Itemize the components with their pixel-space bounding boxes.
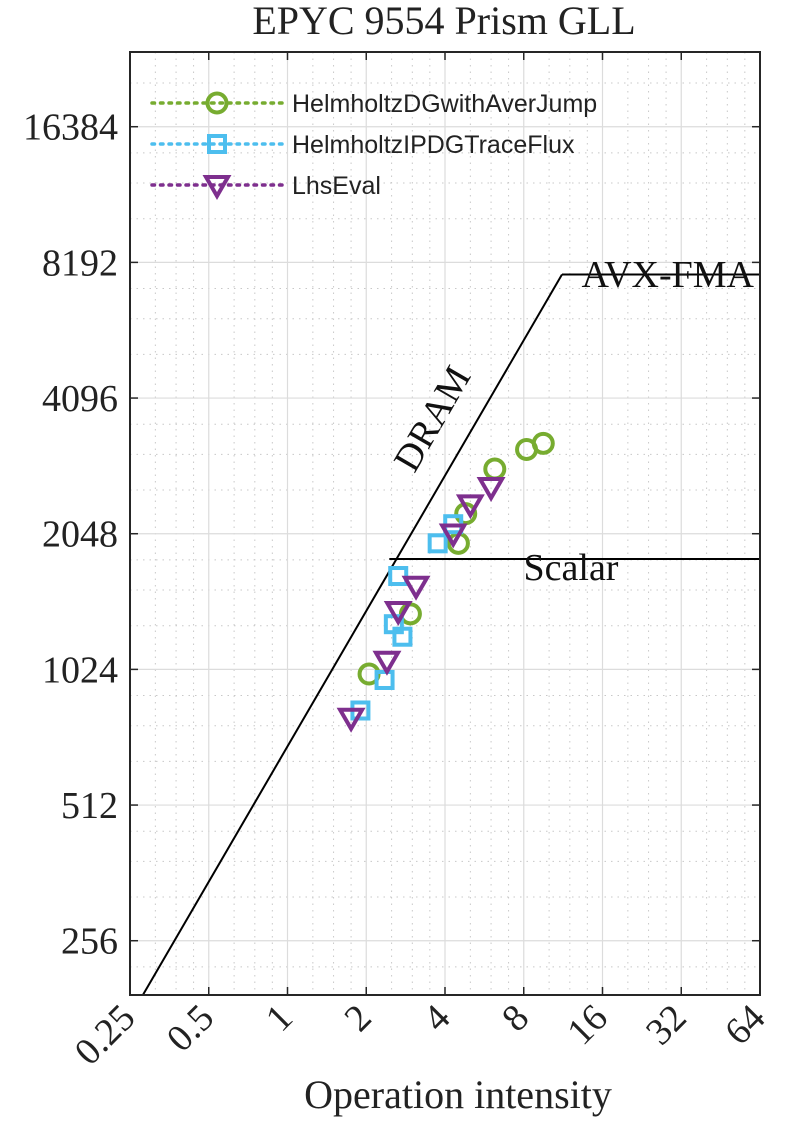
legend-marker-circle (205, 91, 229, 115)
y-tick-label: 4096 (42, 378, 118, 420)
x-axis-label: Operation intensity (304, 1072, 612, 1117)
legend-marker-triangle-down (202, 175, 232, 200)
x-tick-label: 32 (638, 997, 695, 1054)
roofline-dram (142, 274, 563, 996)
y-tick-label: 1024 (42, 649, 118, 691)
x-tick-labels: 0.25 0.5 1 2 4 8 16 32 64 (67, 997, 774, 1074)
point-triangle-down (336, 707, 366, 733)
x-tick-label: 0.25 (67, 997, 144, 1074)
point-square (392, 626, 413, 647)
y-tick-label: 256 (61, 921, 118, 963)
legend-label: HelmholtzDGwithAverJump (292, 90, 597, 118)
legend-label: HelmholtzIPDGTraceFlux (292, 131, 575, 159)
y-tick-label: 16384 (23, 107, 118, 149)
y-tick-label: 512 (61, 785, 118, 827)
plot-frame (129, 51, 761, 996)
point-circle (483, 457, 507, 481)
chart-title: EPYC 9554 Prism GLL (252, 0, 635, 43)
rooflines (142, 273, 760, 996)
legend: HelmholtzDGwithAverJump HelmholtzIPDGTrac… (150, 90, 597, 200)
point-triangle-down (438, 523, 468, 549)
series-LhsEval (336, 477, 506, 733)
point-square (427, 533, 448, 554)
dram-label: DRAM (386, 359, 480, 479)
y-tick-label: 2048 (42, 514, 118, 556)
x-tick-label: 4 (415, 997, 458, 1040)
scalar-label: Scalar (524, 547, 619, 589)
x-tick-label: 64 (717, 997, 774, 1054)
point-triangle-down (372, 650, 402, 676)
x-tick-label: 1 (258, 997, 301, 1040)
avx-fma-label: AVX-FMA (582, 254, 755, 296)
point-triangle-down (401, 575, 431, 601)
data-points (336, 431, 555, 733)
roofline-labels: DRAM AVX-FMA Scalar (386, 254, 755, 589)
minor-grid (130, 52, 760, 995)
point-triangle-down (476, 477, 506, 503)
point-circle (531, 431, 555, 455)
legend-marker-square (207, 134, 227, 154)
legend-label: LhsEval (292, 172, 381, 200)
point-square (374, 669, 395, 690)
x-tick-label: 0.5 (159, 997, 222, 1060)
x-tick-label: 2 (336, 997, 379, 1040)
y-tick-label: 8192 (42, 242, 118, 284)
point-triangle-down (455, 494, 485, 520)
x-tick-label: 8 (494, 997, 537, 1040)
y-tick-labels: 256 512 1024 2048 4096 8192 16384 (23, 107, 118, 963)
x-tick-label: 16 (559, 997, 616, 1054)
point-triangle-down (383, 600, 413, 626)
